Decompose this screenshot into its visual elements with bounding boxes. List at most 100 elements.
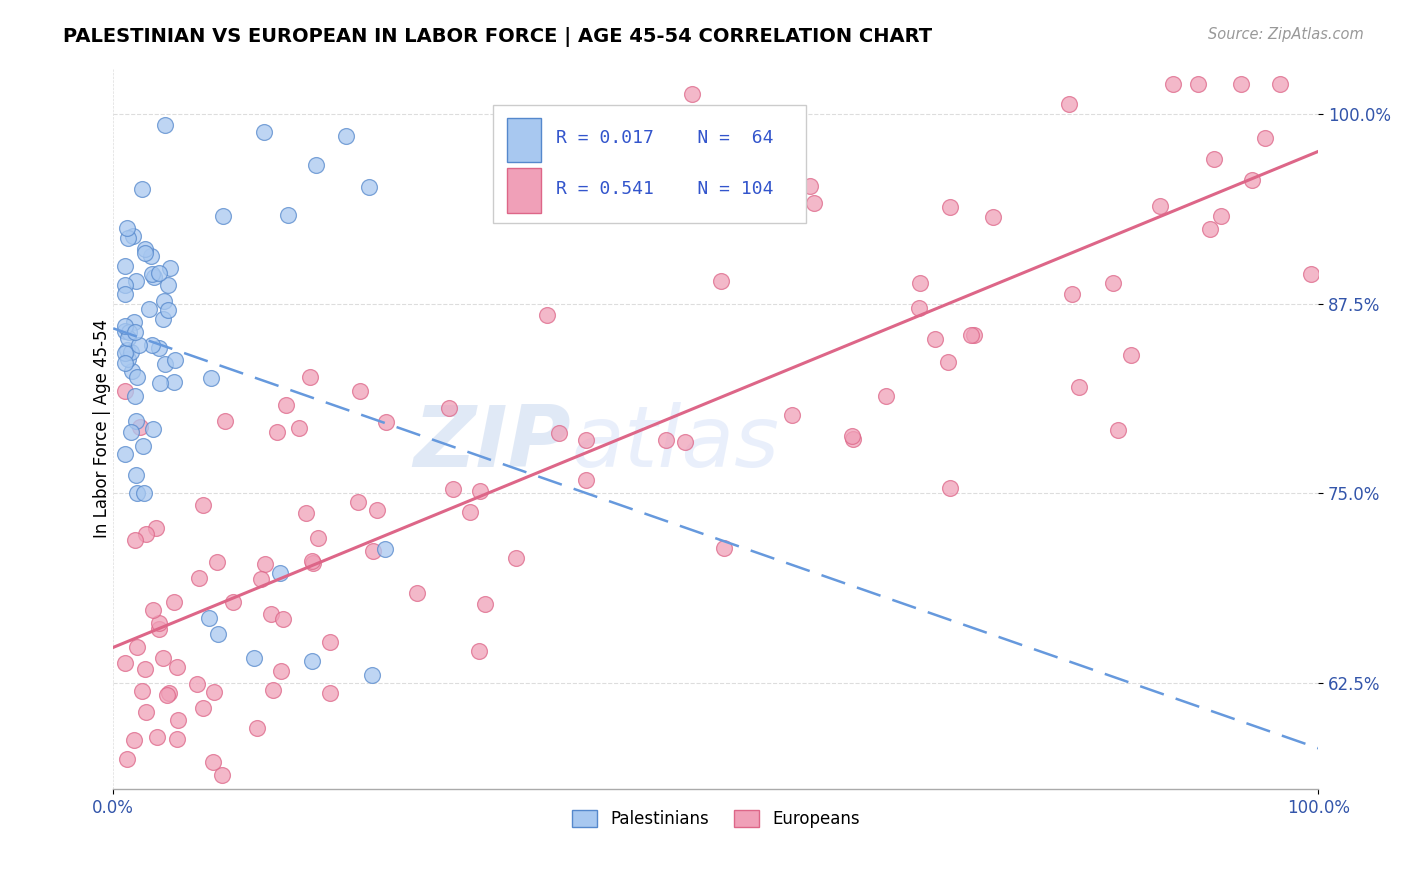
Point [1161,77,1184,91]
Point [294,506,316,520]
Point [505,550,527,565]
Point [118,325,141,339]
Point [141,267,163,281]
Point [1202,152,1225,166]
Point [468,644,491,658]
Point [163,375,186,389]
Point [474,597,496,611]
Point [125,414,148,428]
Point [131,683,153,698]
Point [301,654,323,668]
Point [1067,380,1090,394]
Point [122,733,145,747]
Point [1301,268,1323,282]
Point [114,447,136,461]
Point [167,714,190,728]
Point [406,586,429,600]
Point [114,346,136,360]
Point [115,343,138,358]
FancyBboxPatch shape [494,104,806,224]
Point [114,277,136,292]
Point [125,486,148,500]
Point [141,337,163,351]
Point [713,541,735,555]
Point [202,685,225,699]
Point [302,556,325,570]
Point [841,433,863,447]
Point [193,700,215,714]
Point [939,200,962,214]
Point [936,354,959,368]
Point [1240,173,1263,187]
Point [458,505,481,519]
Point [939,481,962,495]
Point [1209,209,1232,223]
Point [148,342,170,356]
Point [266,425,288,440]
Point [536,308,558,322]
Point [117,231,139,245]
Point [375,415,398,429]
Text: ZIP: ZIP [413,401,571,484]
Point [319,634,342,648]
Point [1060,287,1083,301]
Point [143,270,166,285]
Point [288,421,311,435]
Point [983,210,1005,224]
Point [655,434,678,448]
Point [138,301,160,316]
Point [148,616,170,631]
Point [1187,77,1209,91]
Point [335,128,357,143]
Point [153,293,176,308]
Point [246,722,269,736]
Point [156,688,179,702]
Point [142,603,165,617]
Point [134,485,156,500]
Y-axis label: In Labor Force | Age 45-54: In Labor Force | Age 45-54 [93,319,111,539]
Point [1229,77,1251,91]
Point [127,370,149,384]
Point [243,651,266,665]
Point [575,473,598,487]
Point [710,274,733,288]
Point [153,119,176,133]
Point [114,318,136,333]
Point [205,555,228,569]
Point [357,179,380,194]
Point [1254,131,1277,145]
Point [1107,423,1129,437]
Point [128,338,150,352]
Point [1102,276,1125,290]
Point [299,369,322,384]
Point [120,425,142,439]
Point [122,315,145,329]
Point [114,356,136,370]
Point [142,422,165,436]
Point [152,312,174,326]
Point [135,526,157,541]
Point [153,357,176,371]
Point [114,324,136,338]
Text: R = 0.541    N = 104: R = 0.541 N = 104 [555,180,773,198]
Point [163,595,186,609]
Point [202,755,225,769]
Point [124,326,146,340]
Point [115,220,138,235]
Point [1057,96,1080,111]
Point [1199,221,1222,235]
Point [1268,77,1291,91]
Point [803,196,825,211]
Point [963,327,986,342]
Point [249,572,271,586]
Point [157,686,180,700]
Point [260,607,283,621]
Point [114,287,136,301]
Point [193,499,215,513]
Point [681,87,703,102]
Text: PALESTINIAN VS EUROPEAN IN LABOR FORCE | AGE 45-54 CORRELATION CHART: PALESTINIAN VS EUROPEAN IN LABOR FORCE |… [63,27,932,46]
Point [131,182,153,196]
Point [159,261,181,276]
Point [117,352,139,367]
Point [214,414,236,428]
